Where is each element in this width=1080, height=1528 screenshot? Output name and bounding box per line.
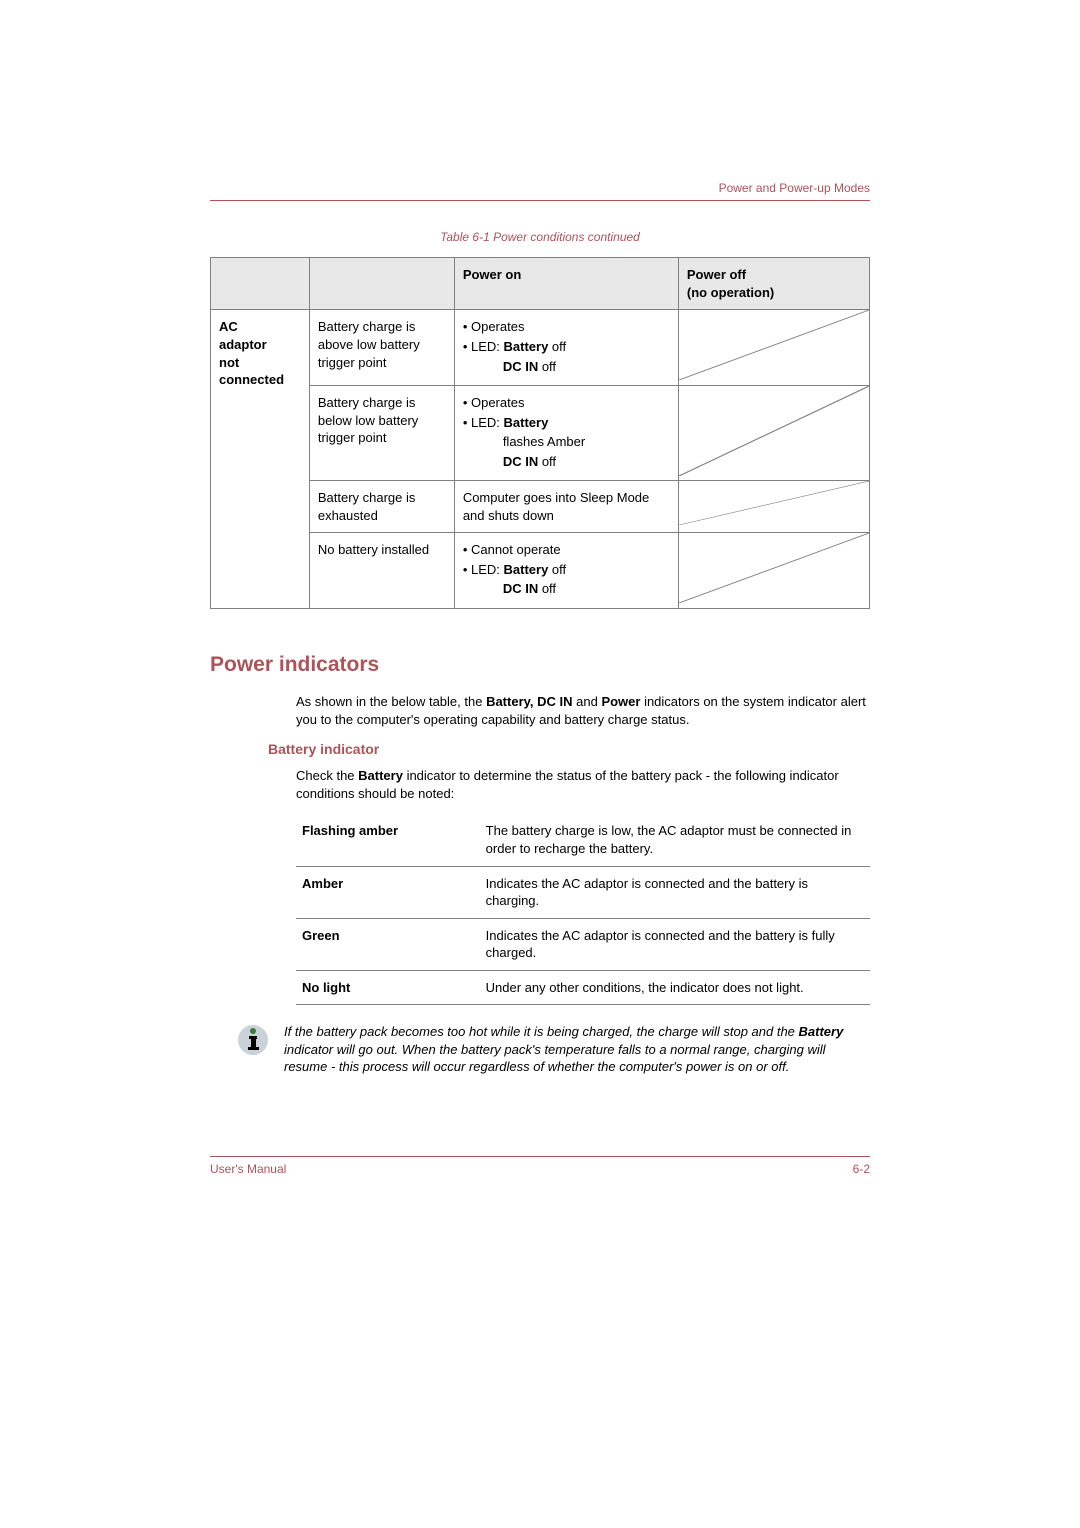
indicator-row: Green Indicates the AC adaptor is connec…	[296, 918, 870, 970]
indicator-key: No light	[296, 970, 480, 1005]
bullet: • Cannot operate	[463, 541, 670, 559]
section-intro: As shown in the below table, the Battery…	[296, 693, 870, 728]
info-icon	[236, 1023, 270, 1062]
bullet: • Operates	[463, 394, 670, 412]
cond-cell: Battery charge is below low battery trig…	[309, 386, 454, 481]
power-on-cell: • Operates • LED: Battery off DC IN off	[454, 310, 678, 386]
table-row: Battery charge is exhausted Computer goe…	[211, 481, 870, 533]
header-power-on: Power on	[454, 258, 678, 310]
power-off-cell	[678, 386, 869, 481]
power-off-cell	[678, 310, 869, 386]
table-row: AC adaptor not connected Battery charge …	[211, 310, 870, 386]
cond-cell: No battery installed	[309, 533, 454, 609]
bullet: • LED: Battery off	[463, 561, 670, 579]
subsection-title: Battery indicator	[268, 740, 870, 759]
battery-indicator-table: Flashing amber The battery charge is low…	[296, 814, 870, 1005]
table-row: Battery charge is below low battery trig…	[211, 386, 870, 481]
cond-cell: Battery charge is above low battery trig…	[309, 310, 454, 386]
table-caption: Table 6-1 Power conditions continued	[210, 229, 870, 245]
power-on-cell: Computer goes into Sleep Mode and shuts …	[454, 481, 678, 533]
section-title: Power indicators	[210, 651, 870, 679]
header-power-off: Power off (no operation)	[678, 258, 869, 310]
table-row: No battery installed • Cannot operate • …	[211, 533, 870, 609]
bullet-indent: flashes Amber	[463, 433, 670, 451]
indicator-value: Under any other conditions, the indicato…	[480, 970, 870, 1005]
info-note-text: If the battery pack becomes too hot whil…	[284, 1023, 870, 1076]
power-conditions-table: Power on Power off (no operation) AC ada…	[210, 257, 870, 609]
cond-cell: Battery charge is exhausted	[309, 481, 454, 533]
table-header-row: Power on Power off (no operation)	[211, 258, 870, 310]
header-power-off-l1: Power off	[687, 267, 746, 282]
header-blank-1	[211, 258, 310, 310]
indicator-key: Amber	[296, 866, 480, 918]
bullet-indent: DC IN off	[463, 453, 670, 471]
header-blank-2	[309, 258, 454, 310]
power-on-cell: • Cannot operate • LED: Battery off DC I…	[454, 533, 678, 609]
indicator-value: Indicates the AC adaptor is connected an…	[480, 866, 870, 918]
header-power-off-l2: (no operation)	[687, 285, 774, 300]
bullet: • Operates	[463, 318, 670, 336]
power-off-cell	[678, 481, 869, 533]
indicator-row: Amber Indicates the AC adaptor is connec…	[296, 866, 870, 918]
indicator-row: Flashing amber The battery charge is low…	[296, 814, 870, 866]
subsection-intro: Check the Battery indicator to determine…	[296, 767, 870, 802]
bullet: • LED: Battery off	[463, 338, 670, 356]
info-note: If the battery pack becomes too hot whil…	[236, 1023, 870, 1076]
page-header: Power and Power-up Modes	[210, 180, 870, 201]
indicator-value: Indicates the AC adaptor is connected an…	[480, 918, 870, 970]
header-section-title: Power and Power-up Modes	[719, 181, 870, 195]
indicator-row: No light Under any other conditions, the…	[296, 970, 870, 1005]
bullet: • LED: Battery	[463, 414, 670, 432]
indicator-key: Flashing amber	[296, 814, 480, 866]
power-off-cell	[678, 533, 869, 609]
bullet-indent: DC IN off	[463, 358, 670, 376]
page-footer: User's Manual 6-2	[210, 1156, 870, 1177]
footer-right: 6-2	[853, 1161, 870, 1177]
footer-left: User's Manual	[210, 1161, 286, 1177]
indicator-key: Green	[296, 918, 480, 970]
rowgroup-label: AC adaptor not connected	[211, 310, 310, 609]
section-body: As shown in the below table, the Battery…	[210, 693, 870, 1076]
bullet-indent: DC IN off	[463, 580, 670, 598]
indicator-value: The battery charge is low, the AC adapto…	[480, 814, 870, 866]
power-on-cell: • Operates • LED: Battery flashes Amber …	[454, 386, 678, 481]
